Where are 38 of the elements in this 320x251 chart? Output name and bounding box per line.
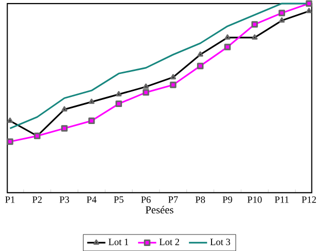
x-tick-label: P7 <box>168 196 178 203</box>
x-tick-label: P12 <box>302 196 316 203</box>
x-tick-label: P2 <box>32 196 42 203</box>
x-tick-label: P6 <box>141 196 151 203</box>
point <box>88 98 94 104</box>
point <box>306 8 312 14</box>
legend-label: Lot 3 <box>210 238 230 246</box>
point <box>61 106 68 112</box>
point <box>6 138 14 145</box>
point <box>7 117 13 123</box>
point <box>251 21 258 28</box>
x-tick-label: P4 <box>86 196 96 203</box>
x-tick-label: P8 <box>196 196 205 203</box>
point <box>197 51 204 57</box>
x-tick-label: P9 <box>222 196 232 203</box>
legend-label: Lot 2 <box>159 238 180 246</box>
x-tick-label: P3 <box>60 196 70 203</box>
point <box>278 17 285 23</box>
x-tick-label: P11 <box>274 196 289 203</box>
x-tick-label: P1 <box>5 196 15 203</box>
x-axis-title: Pesées <box>146 206 174 214</box>
point <box>143 83 149 89</box>
point <box>142 89 150 96</box>
point <box>224 34 230 40</box>
point <box>61 125 68 132</box>
x-tick-label: P10 <box>247 196 262 203</box>
point <box>116 100 122 107</box>
point <box>252 34 258 40</box>
x-tick-label: P5 <box>114 196 124 203</box>
legend-label: Lot 1 <box>108 238 128 246</box>
point <box>170 82 176 88</box>
point <box>88 117 95 124</box>
point <box>278 10 286 16</box>
point <box>197 62 204 70</box>
point <box>170 74 176 80</box>
point <box>306 0 312 7</box>
point <box>224 44 231 50</box>
point <box>116 91 122 96</box>
